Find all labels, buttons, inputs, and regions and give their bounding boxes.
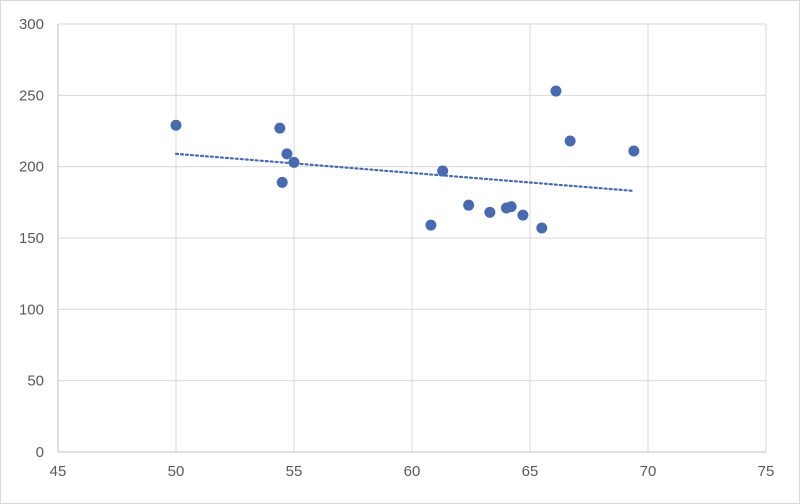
- data-point: [281, 148, 293, 160]
- x-tick-label: 60: [404, 463, 421, 480]
- x-tick-label: 55: [286, 463, 303, 480]
- x-tick-label: 45: [50, 463, 67, 480]
- x-tick-label: 65: [522, 463, 539, 480]
- axes: [57, 24, 766, 453]
- gridlines: [58, 23, 767, 452]
- y-tick-label: 50: [27, 373, 44, 390]
- data-point: [564, 135, 576, 147]
- y-tick-label: 250: [19, 87, 44, 104]
- data-points: [170, 85, 640, 234]
- data-point: [484, 206, 496, 218]
- x-axis-tick-labels: 45 50 55 60 65 70 75: [50, 463, 775, 480]
- data-point: [505, 201, 517, 213]
- y-axis-tick-labels: 0 50 100 150 200 250 300: [19, 16, 44, 461]
- data-point: [425, 219, 437, 231]
- data-point: [437, 165, 449, 177]
- y-tick-label: 200: [19, 159, 44, 176]
- data-point: [550, 85, 562, 97]
- x-tick-label: 70: [640, 463, 657, 480]
- y-tick-label: 0: [36, 444, 44, 461]
- y-tick-label: 300: [19, 16, 44, 33]
- data-point: [274, 122, 286, 134]
- x-tick-label: 50: [168, 463, 185, 480]
- y-tick-label: 100: [19, 301, 44, 318]
- data-point: [628, 145, 640, 157]
- data-point: [517, 209, 529, 221]
- x-tick-label: 75: [758, 463, 775, 480]
- data-point: [463, 199, 475, 211]
- data-point: [170, 119, 182, 131]
- y-tick-label: 150: [19, 230, 44, 247]
- linear-trendline: [174, 152, 635, 193]
- data-point: [288, 156, 300, 168]
- trendline: [174, 152, 635, 193]
- data-point: [536, 222, 548, 234]
- data-point: [276, 176, 288, 188]
